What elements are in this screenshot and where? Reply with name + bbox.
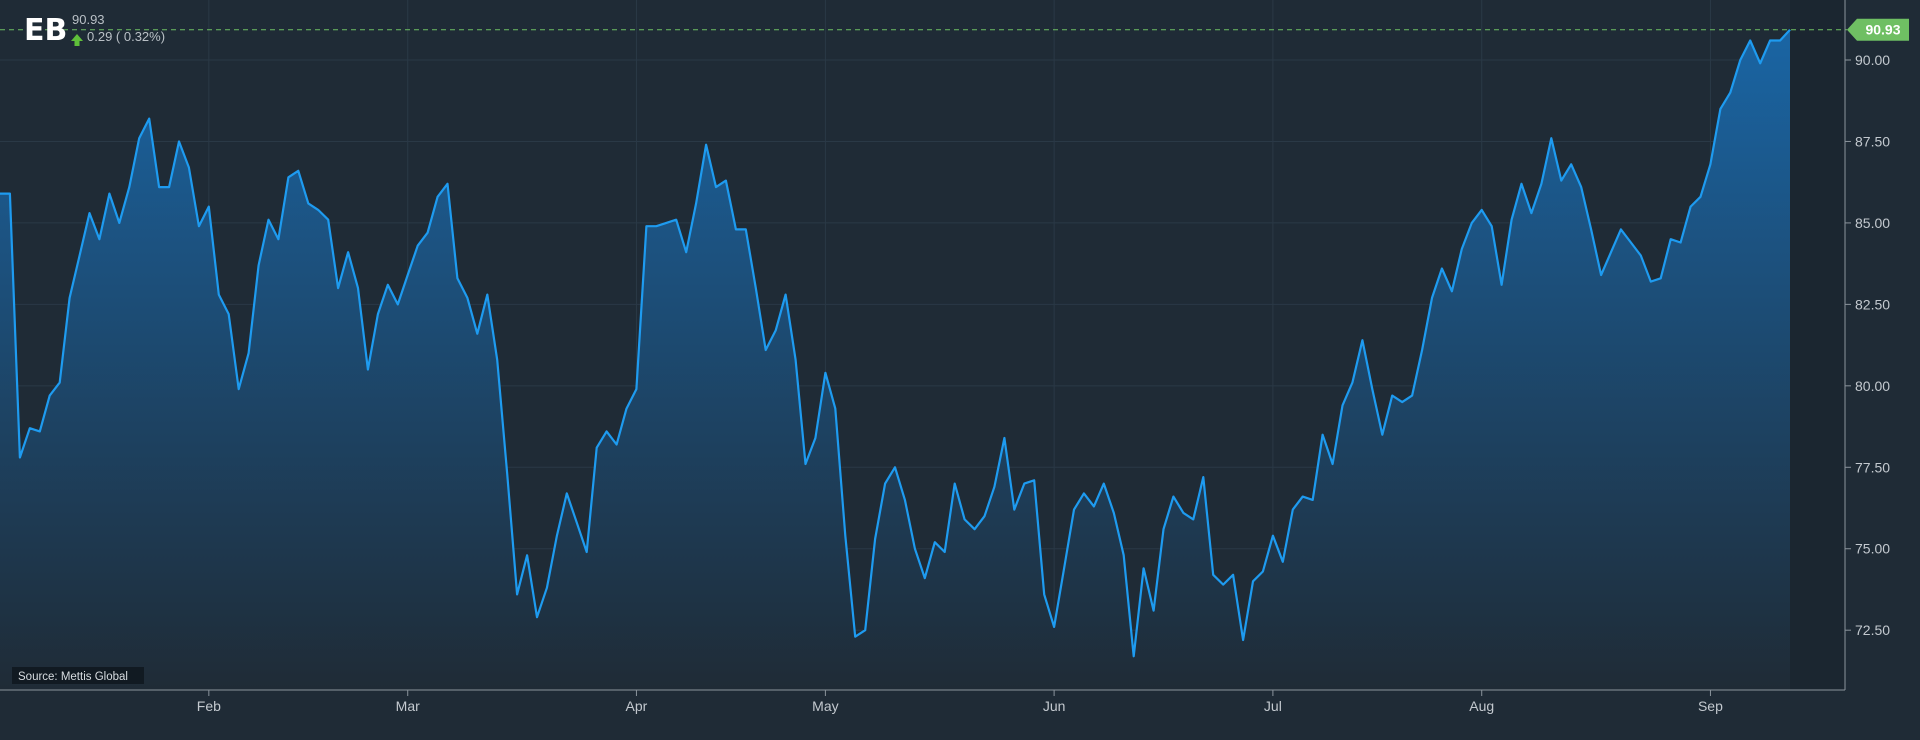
y-axis-ticks: 72.50 75.00 77.50 80.00 82.50 85.00 87.50 90.00 bbox=[1845, 52, 1890, 638]
price-line bbox=[0, 28, 1791, 658]
x-tick-label: Sep bbox=[1698, 698, 1723, 714]
x-tick-label: Aug bbox=[1469, 698, 1494, 714]
x-tick-label: Jun bbox=[1043, 698, 1066, 714]
header-price: 90.93 bbox=[72, 12, 105, 27]
y-tick-label: 75.00 bbox=[1855, 541, 1890, 557]
future-shade bbox=[1790, 0, 1845, 690]
y-tick-label: 77.50 bbox=[1855, 459, 1890, 475]
x-tick-label: Apr bbox=[626, 698, 648, 714]
last-price-badge: 90.93 bbox=[1847, 18, 1909, 41]
y-tick-label: 90.00 bbox=[1855, 52, 1890, 68]
x-tick-label: Jul bbox=[1264, 698, 1282, 714]
x-tick-label: May bbox=[812, 698, 838, 714]
y-tick-label: 87.50 bbox=[1855, 133, 1890, 149]
x-axis-ticks: Feb Mar Apr May Jun Jul Aug Sep bbox=[197, 690, 1723, 714]
y-tick-label: 72.50 bbox=[1855, 622, 1890, 638]
y-tick-label: 80.00 bbox=[1855, 378, 1890, 394]
axes bbox=[0, 0, 1846, 691]
source-label: Source: Mettis Global bbox=[18, 671, 128, 683]
header: EB 90.93 0.29 ( 0.32%) bbox=[24, 12, 165, 48]
y-tick-label: 82.50 bbox=[1855, 296, 1890, 312]
up-arrow-icon bbox=[71, 34, 83, 46]
source-badge-bg bbox=[12, 667, 144, 684]
price-area-fill bbox=[0, 29, 1790, 690]
x-tick-label: Mar bbox=[396, 698, 420, 714]
source-badge: Source: Mettis Global bbox=[12, 667, 144, 684]
x-tick-label: Feb bbox=[197, 698, 221, 714]
future-area-shade bbox=[1790, 0, 1845, 690]
y-tick-label: 85.00 bbox=[1855, 215, 1890, 231]
ticker-symbol: EB bbox=[24, 13, 67, 48]
last-price-badge-shape bbox=[1847, 18, 1909, 41]
last-price-badge-label: 90.93 bbox=[1865, 22, 1900, 38]
header-change: 0.29 ( 0.32%) bbox=[87, 29, 165, 44]
